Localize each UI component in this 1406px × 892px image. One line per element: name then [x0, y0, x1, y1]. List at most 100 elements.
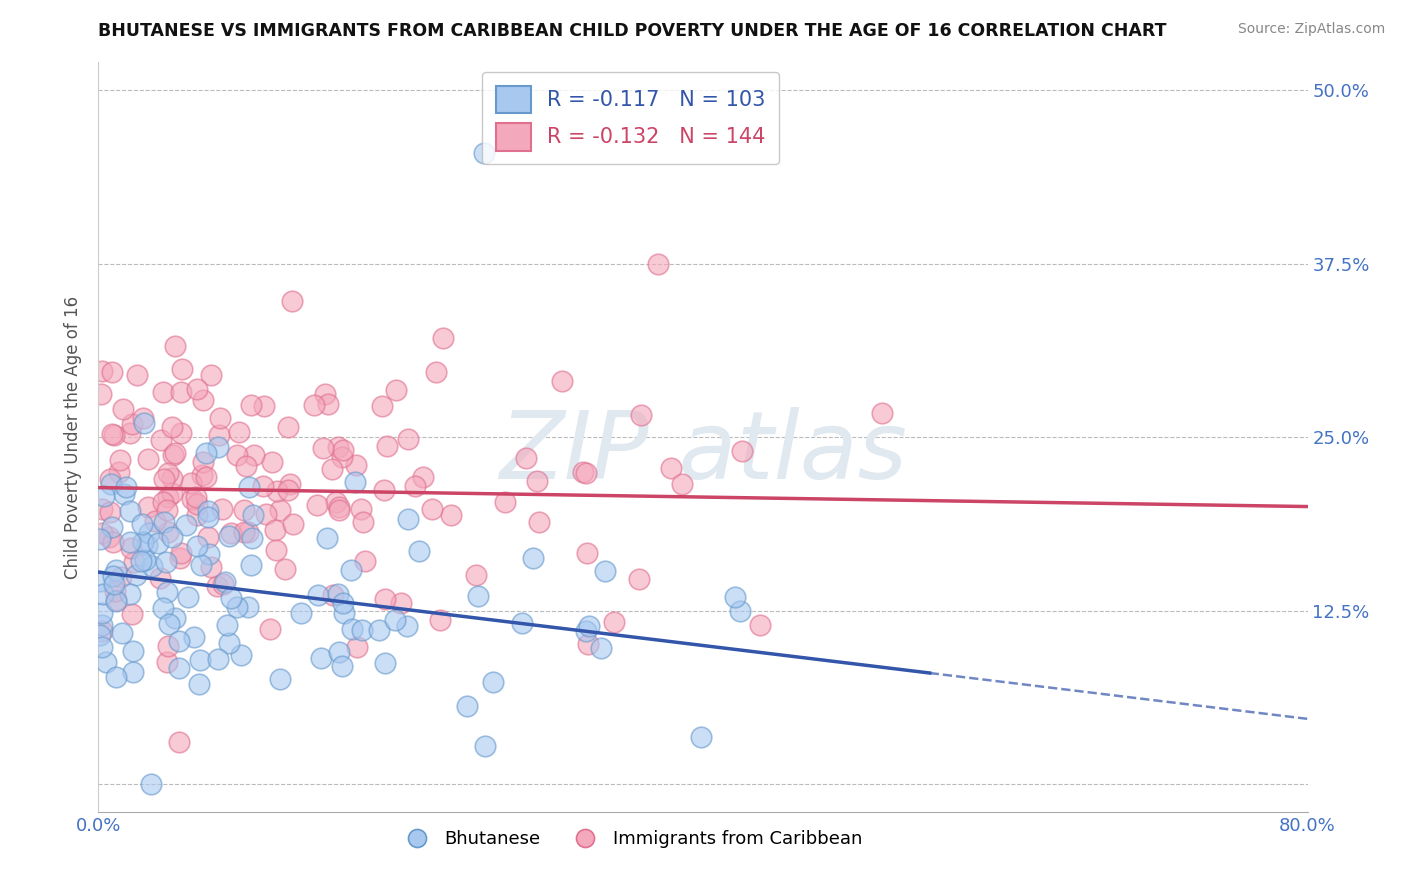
- Point: [254, 507, 277, 521]
- Point: [104, 593, 127, 607]
- Text: BHUTANESE VS IMMIGRANTS FROM CARIBBEAN CHILD POVERTY UNDER THE AGE OF 16 CORRELA: BHUTANESE VS IMMIGRANTS FROM CARIBBEAN C…: [98, 22, 1167, 40]
- Point: [98, 505, 121, 519]
- Point: [728, 604, 751, 618]
- Point: [103, 569, 125, 583]
- Point: [120, 541, 142, 555]
- Y-axis label: Child Poverty Under the Age of 16: Child Poverty Under the Age of 16: [65, 295, 83, 579]
- Point: [157, 466, 180, 480]
- Point: [228, 425, 250, 439]
- Point: [100, 476, 122, 491]
- Point: [148, 536, 170, 550]
- Point: [576, 546, 599, 560]
- Point: [186, 382, 208, 396]
- Point: [118, 587, 141, 601]
- Point: [515, 450, 537, 465]
- Point: [385, 383, 408, 397]
- Point: [143, 514, 166, 528]
- Point: [374, 592, 396, 607]
- Point: [167, 633, 190, 648]
- Point: [440, 508, 463, 523]
- Point: [163, 446, 186, 460]
- Point: [100, 365, 122, 379]
- Point: [277, 483, 299, 497]
- Point: [352, 515, 374, 529]
- Point: [219, 591, 242, 606]
- Point: [274, 562, 297, 576]
- Point: [157, 525, 180, 540]
- Point: [176, 517, 198, 532]
- Point: [575, 467, 598, 481]
- Point: [180, 492, 202, 507]
- Point: [156, 639, 179, 653]
- Point: [731, 444, 754, 458]
- Point: [432, 331, 454, 345]
- Point: [152, 472, 174, 486]
- Point: [156, 503, 179, 517]
- Point: [332, 596, 354, 610]
- Point: [575, 624, 598, 638]
- Point: [110, 570, 132, 584]
- Point: [494, 495, 516, 509]
- Point: [90, 640, 112, 655]
- Point: [157, 617, 180, 632]
- Point: [111, 625, 134, 640]
- Point: [152, 600, 174, 615]
- Point: [311, 442, 333, 456]
- Point: [370, 399, 392, 413]
- Point: [671, 476, 693, 491]
- Point: [114, 480, 136, 494]
- Point: [93, 489, 115, 503]
- Point: [396, 511, 419, 525]
- Point: [332, 443, 354, 458]
- Point: [127, 368, 149, 382]
- Point: [578, 618, 600, 632]
- Point: [307, 588, 329, 602]
- Point: [260, 455, 283, 469]
- Point: [240, 532, 263, 546]
- Point: [197, 509, 219, 524]
- Point: [482, 675, 505, 690]
- Point: [129, 554, 152, 568]
- Point: [112, 402, 135, 417]
- Point: [253, 399, 276, 413]
- Point: [91, 586, 114, 600]
- Point: [122, 644, 145, 658]
- Point: [304, 398, 326, 412]
- Point: [90, 387, 112, 401]
- Point: [153, 515, 176, 529]
- Point: [404, 479, 426, 493]
- Point: [98, 472, 121, 486]
- Point: [236, 524, 259, 539]
- Point: [396, 619, 419, 633]
- Legend: Bhutanese, Immigrants from Caribbean: Bhutanese, Immigrants from Caribbean: [392, 822, 869, 855]
- Point: [332, 606, 354, 620]
- Point: [191, 393, 214, 408]
- Point: [212, 577, 235, 591]
- Point: [346, 458, 368, 472]
- Point: [281, 294, 304, 309]
- Point: [215, 617, 238, 632]
- Point: [269, 503, 291, 517]
- Point: [170, 385, 193, 400]
- Point: [141, 558, 163, 573]
- Point: [630, 408, 652, 422]
- Point: [105, 593, 128, 607]
- Point: [160, 530, 183, 544]
- Point: [91, 526, 114, 541]
- Point: [104, 583, 127, 598]
- Point: [124, 556, 146, 570]
- Point: [200, 368, 222, 382]
- Point: [269, 672, 291, 686]
- Point: [316, 531, 339, 545]
- Point: [326, 441, 349, 455]
- Point: [155, 555, 177, 569]
- Point: [149, 433, 172, 447]
- Point: [330, 659, 353, 673]
- Point: [136, 500, 159, 514]
- Text: Source: ZipAtlas.com: Source: ZipAtlas.com: [1237, 22, 1385, 37]
- Point: [522, 551, 544, 566]
- Point: [342, 622, 364, 636]
- Point: [647, 257, 669, 271]
- Point: [100, 426, 122, 441]
- Point: [207, 440, 229, 454]
